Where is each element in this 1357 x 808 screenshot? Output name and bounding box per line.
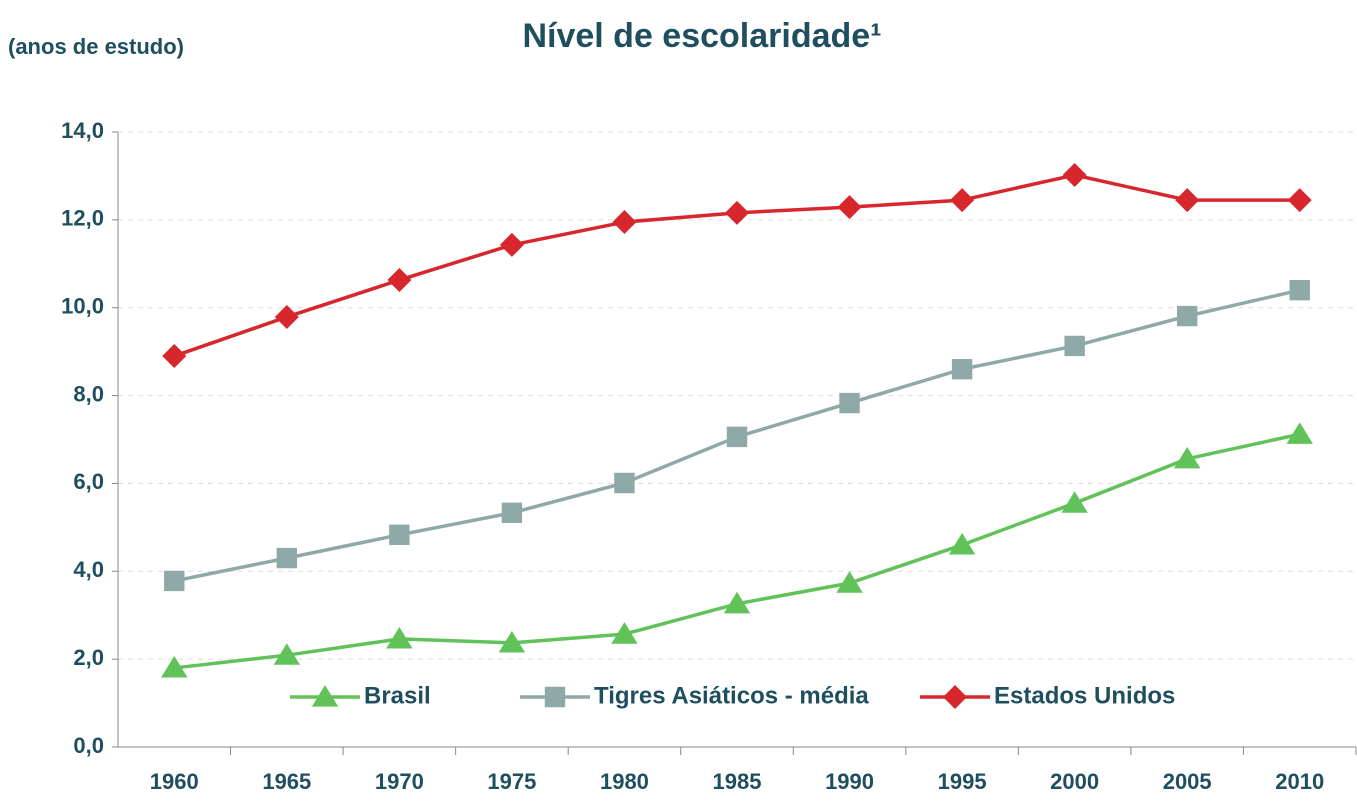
marker xyxy=(161,655,188,678)
marker xyxy=(273,643,301,665)
y-axis-label: (anos de estudo) xyxy=(8,34,184,59)
marker xyxy=(1289,279,1310,301)
x-tick-label: 1960 xyxy=(150,769,199,794)
marker xyxy=(836,571,863,593)
legend-label: Tigres Asiáticos - média xyxy=(594,682,869,709)
x-tick-label: 1985 xyxy=(713,769,762,794)
y-tick-label: 0,0 xyxy=(73,733,104,758)
marker xyxy=(943,685,967,709)
marker xyxy=(276,547,298,569)
y-tick-label: 6,0 xyxy=(73,469,104,494)
y-tick-label: 14,0 xyxy=(61,118,104,143)
marker xyxy=(544,686,566,708)
marker xyxy=(612,210,637,235)
x-tick-label: 1995 xyxy=(938,769,987,794)
marker xyxy=(1173,446,1201,469)
marker xyxy=(948,532,976,555)
marker xyxy=(1287,188,1312,213)
marker xyxy=(164,570,185,592)
legend-label: Brasil xyxy=(364,682,431,709)
x-tick-label: 2010 xyxy=(1275,769,1324,794)
marker xyxy=(311,685,339,707)
marker xyxy=(1064,335,1085,357)
x-tick-label: 1990 xyxy=(825,769,874,794)
marker xyxy=(386,626,413,649)
marker xyxy=(389,524,410,546)
marker xyxy=(839,392,860,414)
y-tick-label: 8,0 xyxy=(73,381,104,406)
x-tick-label: 1965 xyxy=(262,769,311,794)
series-line xyxy=(174,432,1301,670)
marker xyxy=(1061,491,1088,513)
marker xyxy=(726,426,748,448)
marker xyxy=(723,591,751,614)
legend-label: Estados Unidos xyxy=(994,682,1175,709)
marker xyxy=(499,232,524,257)
marker xyxy=(1175,188,1200,213)
marker xyxy=(274,304,299,329)
marker xyxy=(951,359,973,380)
marker xyxy=(725,200,749,225)
y-tick-label: 10,0 xyxy=(61,294,104,319)
marker xyxy=(498,630,526,653)
x-tick-label: 1970 xyxy=(375,769,424,794)
x-tick-label: 2005 xyxy=(1163,769,1212,794)
marker xyxy=(611,622,638,644)
y-tick-label: 2,0 xyxy=(73,645,104,670)
y-tick-label: 12,0 xyxy=(61,206,104,231)
marker xyxy=(950,188,975,213)
x-tick-label: 1980 xyxy=(600,769,649,794)
marker xyxy=(614,472,635,494)
marker xyxy=(162,344,187,369)
y-tick-label: 4,0 xyxy=(73,557,104,582)
x-tick-label: 1975 xyxy=(487,769,536,794)
x-tick-label: 2000 xyxy=(1050,769,1099,794)
marker xyxy=(501,502,523,524)
marker xyxy=(837,195,862,220)
marker xyxy=(387,268,412,293)
marker xyxy=(1062,163,1087,188)
chart-title: Nível de escolaridade¹ xyxy=(522,17,881,55)
marker xyxy=(1286,422,1313,444)
marker xyxy=(1176,305,1198,327)
